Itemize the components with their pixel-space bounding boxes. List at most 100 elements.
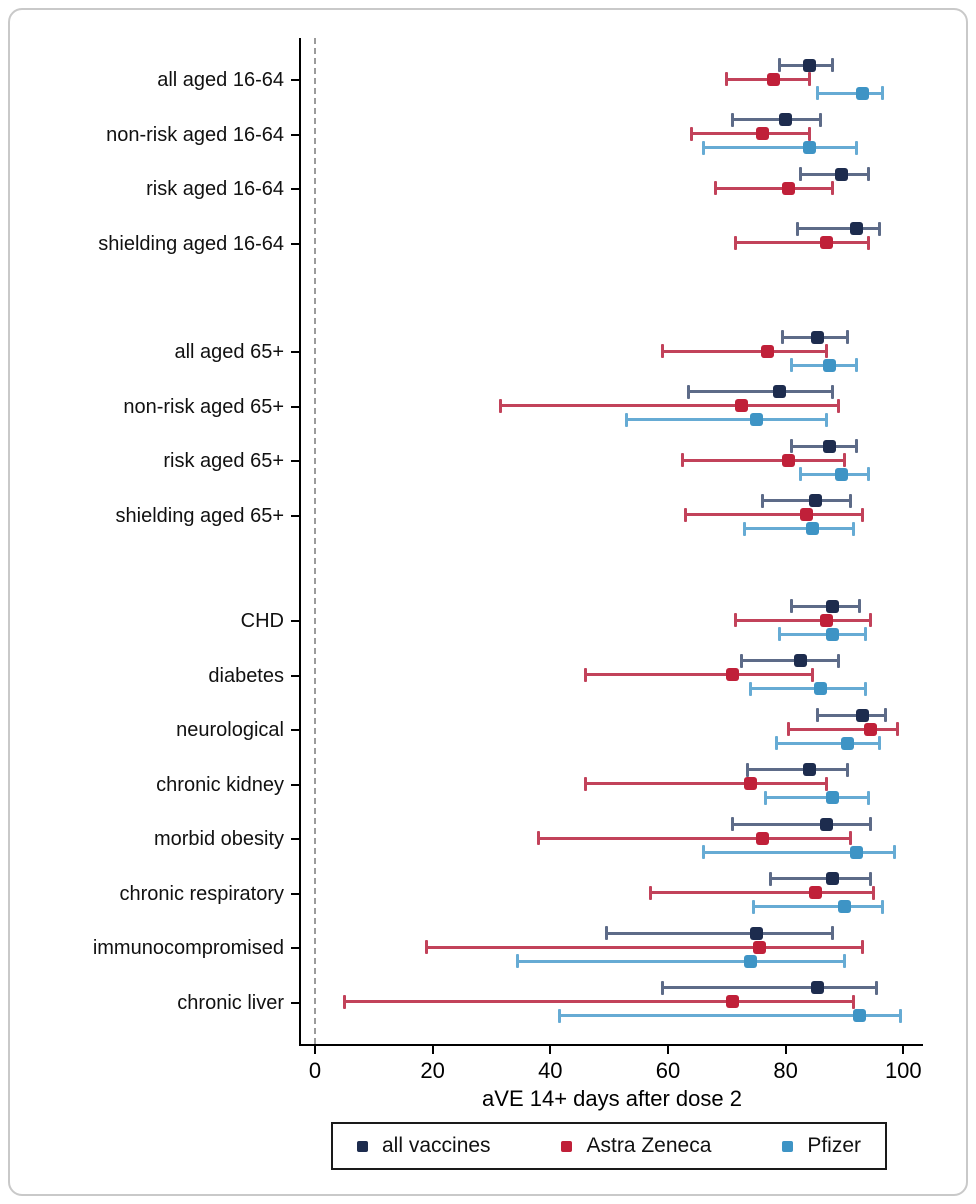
error-bar-cap-left <box>790 439 794 453</box>
error-bar-cap-right <box>863 627 867 641</box>
error-bar-line <box>750 687 866 690</box>
category-tick <box>291 133 300 136</box>
error-bar-cap-left <box>798 167 802 181</box>
error-bar-cap-left <box>516 954 520 968</box>
error-bar-line <box>662 986 877 989</box>
x-axis-line <box>299 1044 923 1046</box>
error-bar-line <box>817 91 883 95</box>
error-bar-cap-right <box>866 235 870 250</box>
point-estimate-marker <box>773 385 787 398</box>
point-estimate-marker <box>802 58 816 72</box>
error-bar-line <box>744 527 854 530</box>
error-bar-cap-left <box>625 412 629 427</box>
error-bar-cap-right <box>837 653 841 668</box>
error-bar-line <box>344 1000 854 1003</box>
error-bar-line <box>791 604 860 608</box>
error-bar-cap-left <box>690 126 693 141</box>
error-bar-cap-left <box>701 140 705 155</box>
point-estimate-marker <box>752 940 766 954</box>
error-bar-cap-left <box>751 899 755 914</box>
error-bar-line <box>606 931 833 935</box>
category-label: morbid obesity <box>153 828 284 850</box>
point-estimate-marker <box>749 413 763 426</box>
x-axis-tick <box>902 1044 905 1054</box>
error-bar-line <box>682 458 845 462</box>
x-tick-label: 100 <box>884 1058 922 1083</box>
error-bar-line <box>762 499 851 502</box>
category-tick <box>291 674 300 677</box>
error-bar-cap-left <box>584 667 588 682</box>
point-estimate-marker <box>808 886 822 899</box>
point-estimate-marker <box>855 86 869 100</box>
error-bar-cap-right <box>854 358 858 372</box>
error-bar-line <box>685 513 863 516</box>
zero-reference-line <box>314 38 316 1044</box>
error-bar-cap-right <box>825 776 829 791</box>
point-estimate-marker <box>726 995 740 1008</box>
x-axis-tick <box>549 1044 552 1054</box>
point-estimate-marker <box>749 926 763 940</box>
point-estimate-marker <box>811 330 825 344</box>
error-bar-cap-left <box>734 613 738 627</box>
error-bar-cap-right <box>854 140 858 155</box>
error-bar-line <box>817 713 886 717</box>
point-estimate-marker <box>799 508 813 521</box>
point-estimate-marker <box>855 708 869 722</box>
category-label: diabetes <box>208 664 284 687</box>
error-bar-cap-left <box>748 681 752 696</box>
point-estimate-marker <box>840 736 854 750</box>
category-label: non-risk aged 65+ <box>123 395 284 418</box>
error-bar-line <box>741 659 839 662</box>
error-bar-line <box>538 836 851 840</box>
error-bar-cap-right <box>892 845 896 859</box>
error-bar-cap-left <box>816 86 820 100</box>
legend-entry-astra-zeneca: Astra Zeneca <box>561 1134 711 1158</box>
error-bar-cap-right <box>884 708 888 722</box>
legend-entry-pfizer: Pfizer <box>782 1134 861 1158</box>
point-estimate-marker <box>802 763 816 776</box>
x-axis-title: aVE 14+ days after dose 2 <box>482 1086 742 1111</box>
error-bar-line <box>735 241 868 244</box>
error-bar-cap-right <box>825 412 829 427</box>
error-bar-cap-right <box>831 384 835 399</box>
category-tick <box>291 242 300 245</box>
error-bar-cap-left <box>681 453 685 467</box>
error-bar-line <box>650 891 874 894</box>
error-bar-line <box>585 673 813 676</box>
point-estimate-marker <box>811 981 825 994</box>
legend-entry-all-vaccines: all vaccines <box>357 1134 491 1158</box>
error-bar-line <box>732 822 871 826</box>
point-estimate-marker <box>743 777 757 790</box>
error-bar-cap-right <box>860 940 864 954</box>
point-estimate-marker <box>805 522 819 535</box>
y-axis-line <box>299 38 301 1046</box>
x-tick-label: 20 <box>420 1058 445 1083</box>
category-label: risk aged 16-64 <box>146 178 284 200</box>
category-label: non-risk aged 16-64 <box>106 123 284 146</box>
error-bar-line <box>559 1014 901 1017</box>
error-bar-cap-right <box>848 831 852 845</box>
error-bar-cap-right <box>845 330 849 344</box>
pfizer-swatch-icon <box>782 1140 794 1152</box>
error-bar-cap-right <box>872 885 876 900</box>
point-estimate-marker <box>755 127 769 140</box>
point-estimate-marker <box>826 627 840 641</box>
error-bar-cap-right <box>895 722 899 736</box>
point-estimate-marker <box>735 399 749 412</box>
all-vaccines-swatch-icon <box>357 1140 368 1152</box>
x-axis-tick <box>784 1044 787 1054</box>
category-label: all aged 16-64 <box>157 69 284 91</box>
category-label: immunocompromised <box>92 937 284 959</box>
category-tick <box>291 729 300 731</box>
category-label: all aged 65+ <box>174 341 284 363</box>
error-bar-cap-left <box>648 885 652 900</box>
error-bar-line <box>703 850 895 854</box>
category-tick <box>291 188 300 190</box>
error-bar-cap-left <box>584 776 588 791</box>
point-estimate-marker <box>820 613 834 627</box>
error-bar-cap-right <box>898 1008 902 1023</box>
point-estimate-marker <box>826 872 840 885</box>
point-estimate-marker <box>823 358 837 372</box>
x-tick-label: 60 <box>655 1058 681 1083</box>
